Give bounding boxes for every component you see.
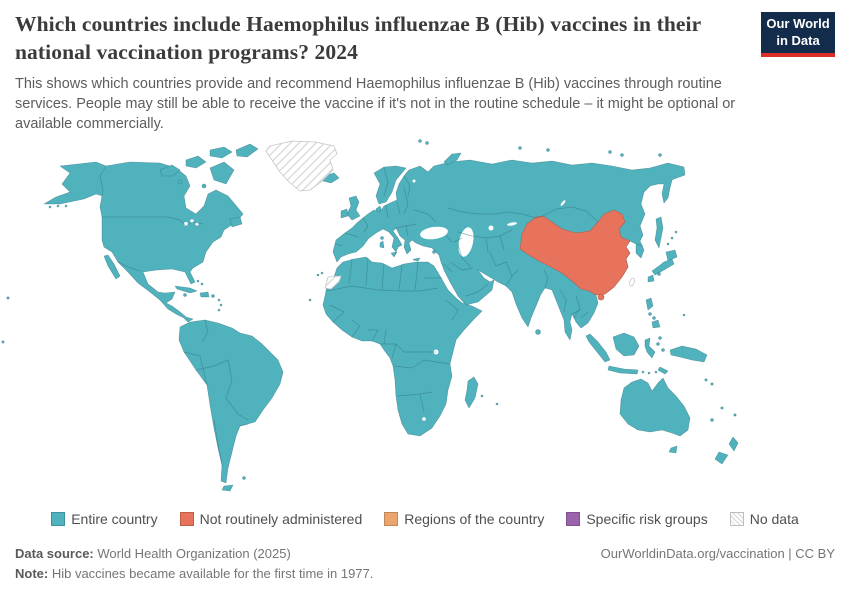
legend-label: No data — [749, 511, 799, 527]
map-region-no-data[interactable] — [265, 140, 635, 290]
country-western-sahara — [324, 275, 342, 290]
country-australia — [619, 377, 691, 437]
legend-item-not-routinely-administered[interactable]: Not routinely administered — [179, 511, 363, 527]
legend-swatch-entire-country — [51, 512, 66, 526]
legend-label: Entire country — [71, 511, 158, 527]
legend-item-no-data[interactable]: No data — [729, 511, 799, 527]
data-source-label: Data source: — [15, 546, 94, 561]
country-south-america — [178, 319, 284, 484]
data-source-value: World Health Organization (2025) — [93, 546, 291, 561]
attribution-link[interactable]: OurWorldinData.org/vaccination | CC BY — [600, 546, 835, 561]
data-source-line: Data source: World Health Organization (… — [15, 544, 291, 564]
country-taiwan — [629, 277, 635, 287]
legend-swatch-regions-of-country — [384, 512, 399, 526]
chart-subtitle: This shows which countries provide and r… — [15, 75, 736, 132]
note-value: Hib vaccines became available for the fi… — [48, 566, 374, 582]
map-country-borders — [101, 167, 644, 466]
chart-title: Which countries include Haemophilus infl… — [15, 12, 701, 65]
country-china-hainan — [597, 293, 605, 301]
owid-logo-line2: in Data — [776, 32, 820, 48]
note-label: Note: — [15, 566, 49, 582]
owid-logo[interactable]: Our World in Data — [761, 12, 835, 57]
chart-footer: Data source: World Health Organization (… — [15, 544, 835, 584]
legend-item-entire-country[interactable]: Entire country — [51, 511, 158, 527]
chart-header: Which countries include Haemophilus infl… — [15, 10, 835, 134]
map-legend: Entire country Not routinely administere… — [0, 511, 850, 527]
legend-swatch-not-routinely-administered — [179, 512, 194, 526]
country-north-america — [99, 161, 244, 323]
legend-swatch-no-data — [729, 512, 744, 526]
country-africa — [322, 256, 483, 437]
region-eurasia — [332, 159, 686, 341]
legend-item-regions-of-country[interactable]: Regions of the country — [384, 511, 544, 527]
legend-item-specific-risk-groups[interactable]: Specific risk groups — [566, 511, 708, 527]
legend-label: Not routinely administered — [199, 511, 363, 527]
map-lakes — [184, 179, 566, 421]
country-china[interactable] — [519, 209, 631, 301]
legend-swatch-specific-risk-groups — [566, 512, 581, 526]
owid-logo-line1: Our World — [766, 16, 830, 32]
legend-label: Specific risk groups — [586, 511, 708, 527]
map-region-entire-country[interactable] — [1, 139, 739, 492]
country-greenland — [265, 140, 338, 192]
legend-label: Regions of the country — [404, 511, 545, 527]
